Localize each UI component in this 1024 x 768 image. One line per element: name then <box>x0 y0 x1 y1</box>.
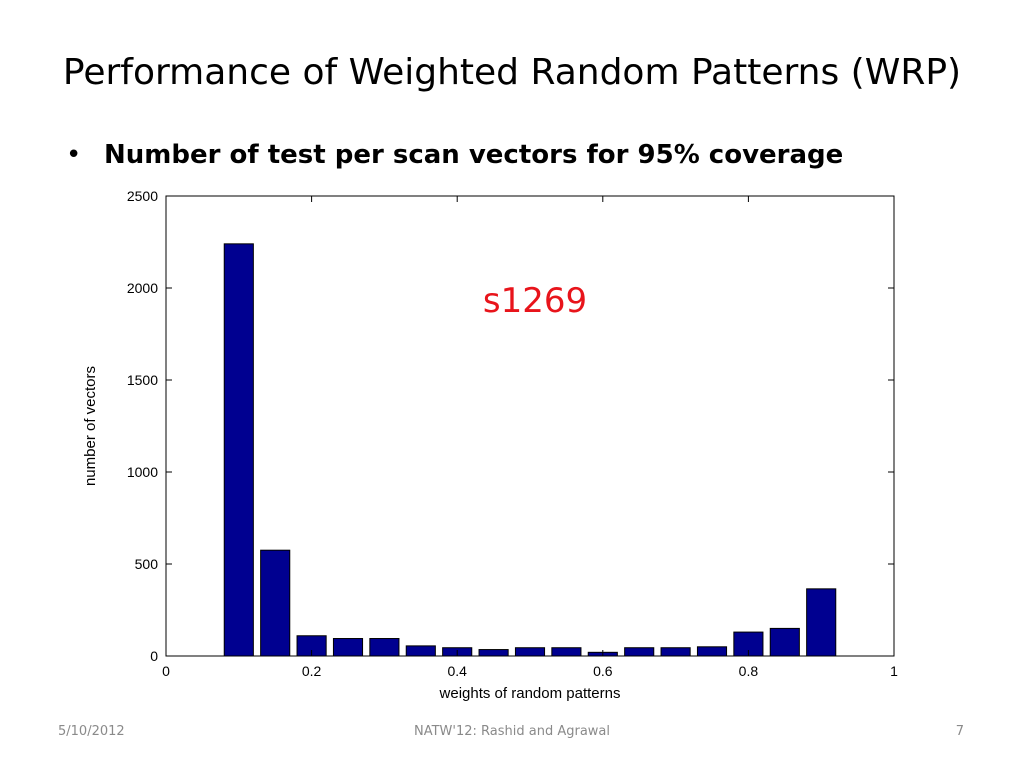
bar <box>478 649 509 657</box>
x-tick-label: 0.2 <box>302 663 322 679</box>
bar <box>223 243 254 657</box>
bullet-item: • Number of test per scan vectors for 95… <box>66 140 843 170</box>
bar <box>551 647 582 657</box>
y-axis-title: number of vectors <box>82 366 99 486</box>
x-tick-label: 0.4 <box>447 663 467 679</box>
y-tick-label: 2000 <box>127 280 158 296</box>
bar <box>769 627 800 657</box>
footer-page-number: 7 <box>955 724 964 739</box>
slide-title: Performance of Weighted Random Patterns … <box>62 52 962 93</box>
x-tick-label: 0 <box>162 663 170 679</box>
y-tick-label: 1000 <box>127 464 158 480</box>
y-tick-label: 0 <box>150 648 158 664</box>
bar <box>660 647 691 657</box>
y-tick-label: 1500 <box>127 372 158 388</box>
bullet-symbol: • <box>66 140 82 170</box>
chart-annotation: s1269 <box>483 281 587 321</box>
y-tick-label: 500 <box>135 556 159 572</box>
bars-layer <box>223 243 837 657</box>
bar <box>624 647 655 657</box>
bullet-text: Number of test per scan vectors for 95% … <box>104 140 844 170</box>
x-tick-label: 0.6 <box>593 663 613 679</box>
bar <box>696 646 728 657</box>
plot-frame <box>165 195 895 657</box>
bar <box>405 645 436 657</box>
ticks-layer: 0 0.2 0.4 0.6 0.8 1 0 500 1000 1500 2000 2500 <box>127 188 898 679</box>
x-tick-label: 1 <box>890 663 898 679</box>
bar <box>514 647 546 657</box>
footer-date: 5/10/2012 <box>58 724 125 739</box>
bar <box>260 549 291 657</box>
bar <box>332 638 364 657</box>
footer-center: NATW'12: Rashid and Agrawal <box>413 724 610 739</box>
bar <box>806 588 837 657</box>
y-tick-label: 2500 <box>127 188 158 204</box>
bar <box>369 638 400 657</box>
x-tick-label: 0.8 <box>739 663 759 679</box>
x-axis-title: weights of random patterns <box>439 685 621 702</box>
